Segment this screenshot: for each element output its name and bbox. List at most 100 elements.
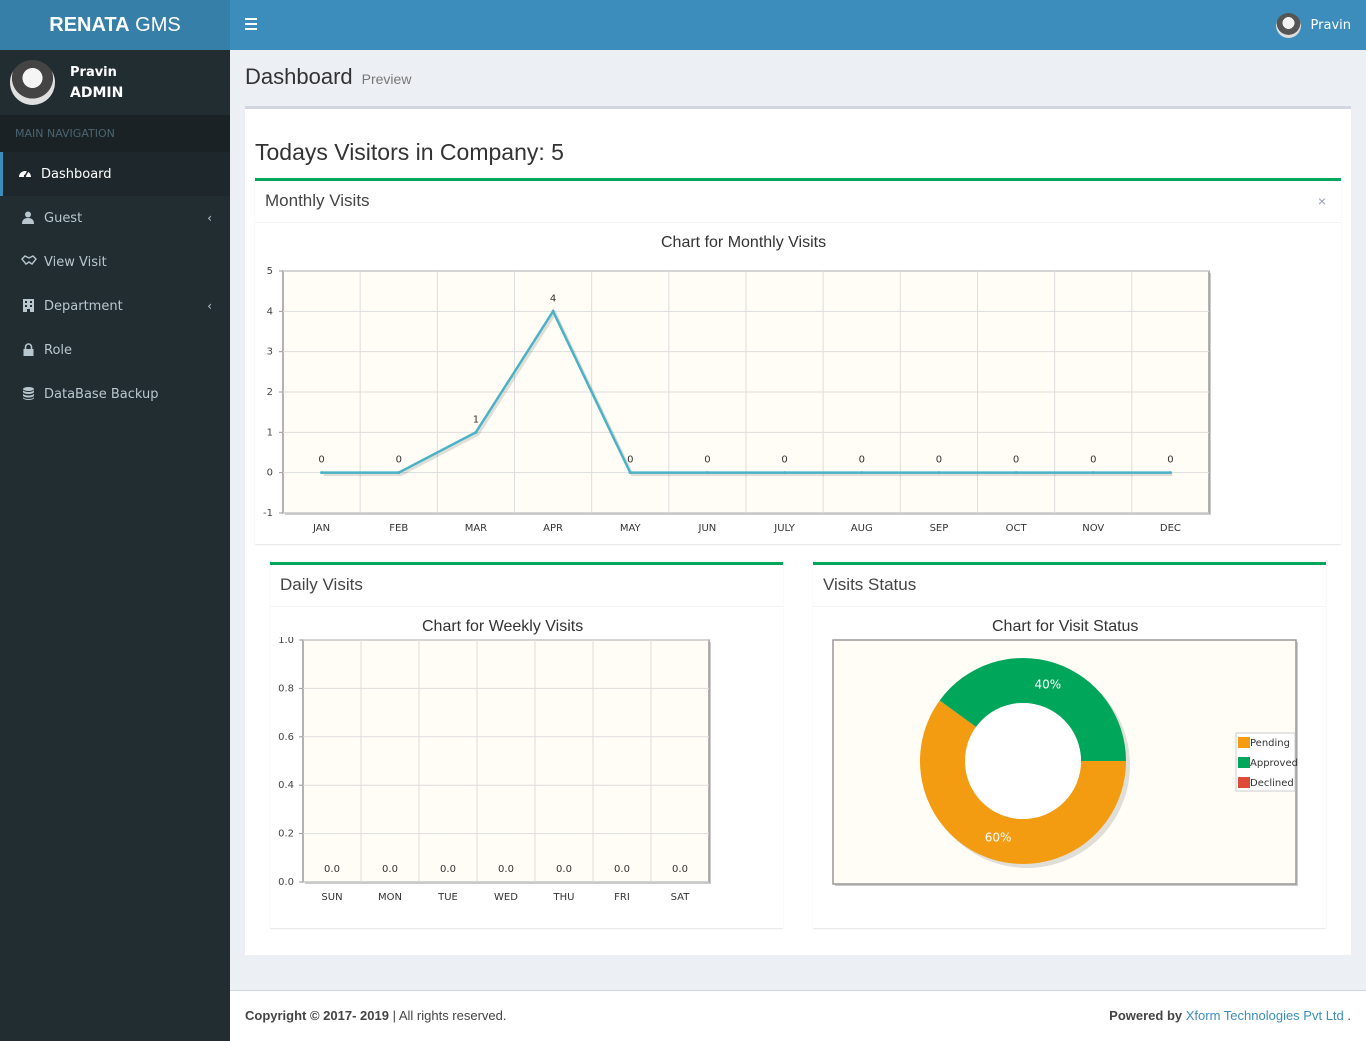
chart-title: Chart for Weekly Visits [422, 618, 584, 635]
sidebar-item-guest[interactable]: Guest ‹ [0, 196, 230, 240]
data-label: 0 [936, 455, 942, 466]
x-tick-label: JAN [312, 523, 330, 534]
data-point [628, 471, 632, 475]
nav-header: MAIN NAVIGATION [0, 115, 230, 152]
close-icon[interactable]: × [1317, 193, 1326, 209]
footer-dot: . [1343, 1008, 1351, 1023]
data-label: 0 [318, 455, 324, 466]
data-point [705, 471, 709, 475]
x-tick-label: FRI [614, 892, 630, 903]
sidebar-item-database-backup[interactable]: DataBase Backup [0, 372, 230, 416]
y-tick-label: 0.2 [278, 829, 294, 840]
x-tick-label: MON [378, 892, 402, 903]
data-label: 0.0 [324, 864, 340, 875]
y-tick-label: 2 [267, 387, 273, 398]
x-tick-label: SEP [930, 523, 949, 534]
user-icon [21, 211, 35, 225]
pie-slice [939, 658, 1126, 761]
logo-rest: GMS [129, 14, 181, 36]
y-tick-label: 0.6 [278, 732, 294, 743]
database-icon [21, 387, 35, 401]
data-label: 0 [1013, 455, 1019, 466]
box-title: Daily Visits [280, 575, 363, 594]
footer: Copyright © 2017- 2019 | All rights rese… [230, 990, 1366, 1041]
data-label: 0 [627, 455, 633, 466]
data-point [474, 430, 478, 434]
legend-label: Declined [1250, 778, 1294, 789]
sidebar-toggle-icon[interactable] [245, 18, 257, 30]
handshake-icon [21, 255, 37, 269]
x-tick-label: AUG [851, 523, 873, 534]
x-tick-label: MAR [465, 523, 487, 534]
plot-area [302, 639, 710, 883]
y-tick-label: 1 [267, 427, 273, 438]
x-tick-label: NOV [1082, 523, 1104, 534]
data-label: 0.0 [672, 864, 688, 875]
y-tick-label: 0 [267, 468, 273, 479]
data-label: 0 [1090, 455, 1096, 466]
visits-status-box: Visits Status Chart for Visit Status 60%… [813, 562, 1326, 928]
company-link[interactable]: Xform Technologies Pvt Ltd [1185, 1008, 1344, 1023]
data-label: 1 [473, 414, 479, 425]
sidebar-user-role: ADMIN [70, 84, 124, 101]
legend-label: Approved [1250, 758, 1298, 769]
data-label: 0 [859, 455, 865, 466]
sidebar-item-department[interactable]: Department ‹ [0, 284, 230, 328]
sidebar-user-name: Pravin [70, 64, 117, 80]
box-title: Visits Status [823, 575, 917, 594]
data-label: 0.0 [440, 864, 456, 875]
data-label: 0.0 [614, 864, 630, 875]
dashboard-icon [18, 167, 32, 181]
x-tick-label: WED [494, 892, 518, 903]
x-tick-label: TUE [437, 892, 458, 903]
data-point [860, 471, 864, 475]
user-panel: Pravin ADMIN [0, 50, 230, 115]
y-tick-label: 4 [267, 306, 273, 317]
data-label: 0 [396, 455, 402, 466]
data-label: 0.0 [498, 864, 514, 875]
x-tick-label: JUN [698, 523, 717, 534]
legend-swatch [1238, 737, 1250, 748]
x-tick-label: DEC [1160, 523, 1181, 534]
visitors-today: Todays Visitors in Company: 5 [255, 139, 564, 165]
pie-slice [920, 700, 1126, 864]
data-point [783, 471, 787, 475]
data-label: 0 [781, 455, 787, 466]
data-label: 0 [704, 455, 710, 466]
chevron-left-icon: ‹ [207, 299, 212, 313]
data-label: 4 [550, 293, 556, 304]
monthly-visits-box: Monthly Visits × Chart for Monthly Visit… [255, 178, 1341, 544]
rights-text: | All rights reserved. [388, 1008, 507, 1023]
sidebar-item-dashboard[interactable]: Dashboard [0, 152, 230, 196]
lock-icon [21, 343, 35, 357]
y-tick-label: 0.4 [278, 780, 294, 791]
x-tick-label: SAT [671, 892, 691, 903]
sidebar-item-label: Role [44, 342, 73, 358]
legend-label: Pending [1250, 738, 1290, 749]
data-point [1168, 471, 1172, 475]
monthly-visits-chart: -1 0 1 2 3 4 5 0 JAN 0 FEB 1 MAR 4 APR 0 MAY 0 JUN 0 JULY 0 AU… [263, 266, 1211, 534]
user-menu[interactable]: Pravin [1275, 13, 1351, 38]
logo-bold: RENATA [49, 14, 130, 36]
weekly-visits-chart: 0.0 0.2 0.4 0.6 0.8 1.0 0.0 SUN 0.0 MON 0.0 TUE 0.0 W… [278, 637, 711, 903]
page-subtitle: Preview [361, 71, 412, 87]
y-tick-label: 0.0 [278, 877, 294, 888]
sidebar-item-role[interactable]: Role [0, 328, 230, 372]
data-point [551, 309, 555, 313]
header-user-name: Pravin [1310, 18, 1351, 33]
sidebar-item-view-visit[interactable]: View Visit [0, 240, 230, 284]
x-tick-label: FEB [389, 523, 408, 534]
app-logo[interactable]: RENATA GMS [0, 0, 230, 50]
x-tick-label: JULY [773, 523, 796, 534]
building-icon [21, 299, 35, 313]
content-header: Dashboard Preview [245, 64, 411, 90]
sidebar: Pravin ADMIN MAIN NAVIGATION Dashboard G… [0, 50, 230, 1041]
page-title: Dashboard [245, 64, 353, 89]
copyright-text: Copyright © 2017- 2019 [245, 1008, 389, 1023]
y-tick-label: 5 [267, 266, 273, 277]
donut-hole [965, 703, 1081, 819]
series-line [321, 308, 1171, 474]
series-shadow [323, 310, 1173, 477]
y-tick-label: 0.8 [278, 683, 294, 694]
y-tick-label: 3 [267, 347, 273, 358]
